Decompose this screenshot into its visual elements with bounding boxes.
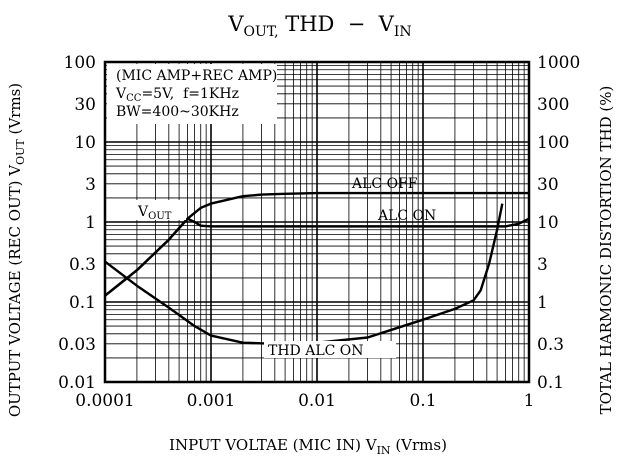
y-left-tick-label: 0.1 <box>69 293 96 313</box>
y-right-tick-labels: 1000 300 100 30 10 3 1 0.3 0.1 <box>537 53 580 393</box>
label-vout: VOUT <box>137 204 172 222</box>
title-sub: OUT, <box>244 24 279 40</box>
x-tick-label: 1 <box>524 391 535 411</box>
conditions-line-3: BW=400~30KHz <box>116 104 239 120</box>
vcc-rest: =5V, f=1KHz <box>141 86 239 102</box>
y-left-tick-label: 100 <box>64 53 96 73</box>
conditions-box: (MIC AMP+REC AMP) VCC=5V, f=1KHz BW=400~… <box>107 64 277 124</box>
series-group <box>104 191 530 345</box>
x-axis-label: INPUT VOLTAE (MIC IN) VIN (Vrms) <box>169 436 447 457</box>
x-tick-label: 0.0001 <box>75 391 134 411</box>
title-base: V <box>227 12 244 36</box>
y-left-tick-label: 0.3 <box>69 255 96 275</box>
x-tick-label: 0.001 <box>187 391 236 411</box>
y-left-tick-label: 30 <box>74 95 96 115</box>
y-left-tick-labels: 100 30 10 3 1 0.3 0.1 0.03 0.01 <box>58 53 96 393</box>
y-left-tick-label: 3 <box>85 175 96 195</box>
vout-sub: OUT <box>148 211 172 222</box>
vout-base: V <box>137 204 149 220</box>
conditions-box-bg <box>107 64 277 124</box>
xlabel-sub: IN <box>377 444 391 457</box>
y-left-axis-label: OUTPUT VOLTAGE (REC OUT) VOUT (Vrms) <box>6 83 27 417</box>
y-left-tick-label: 0.01 <box>58 373 96 393</box>
label-alc-off: ALC OFF <box>351 176 418 192</box>
vcc-sub: CC <box>126 93 142 104</box>
y-right-tick-label: 0.1 <box>537 373 564 393</box>
ylabel-left-sub: OUT <box>14 139 27 165</box>
y-right-tick-label: 30 <box>537 175 559 195</box>
conditions-line-1: (MIC AMP+REC AMP) <box>116 68 277 84</box>
chart-title: VOUT, THD − VIN <box>227 12 411 40</box>
thd-label-bg <box>264 341 396 358</box>
y-right-tick-label: 1000 <box>537 53 580 73</box>
conditions-line-2: VCC=5V, f=1KHz <box>115 86 239 104</box>
plot-frame <box>103 60 531 384</box>
vcc-base: V <box>115 86 127 102</box>
label-alc-on: ALC ON <box>377 208 436 224</box>
y-right-tick-label: 0.3 <box>537 335 564 355</box>
vout-label-bg <box>136 200 186 220</box>
label-thd-alc-on: THD ALC ON <box>268 343 364 359</box>
y-left-tick-label: 10 <box>74 133 96 153</box>
ylabel-left-rest: (Vrms) <box>6 83 24 139</box>
series-alc-on <box>104 217 530 297</box>
y-right-tick-label: 100 <box>537 133 569 153</box>
x-tick-label: 0.01 <box>298 391 336 411</box>
y-right-tick-label: 3 <box>537 255 548 275</box>
y-left-tick-label: 1 <box>85 213 96 233</box>
xlabel-base: INPUT VOLTAE (MIC IN) V <box>169 436 378 454</box>
x-tick-label: 0.1 <box>409 391 436 411</box>
title-sub2: IN <box>394 24 412 40</box>
x-tick-labels: 0.0001 0.001 0.01 0.1 1 <box>75 391 534 411</box>
y-right-axis-label: TOTAL HARMONIC DISTORTION THD (%) <box>597 86 615 415</box>
y-right-tick-label: 10 <box>537 213 559 233</box>
y-right-tick-label: 1 <box>537 293 548 313</box>
y-left-tick-label: 0.03 <box>58 335 96 355</box>
ylabel-left-base: OUTPUT VOLTAGE (REC OUT) V <box>6 164 24 417</box>
xlabel-rest: (Vrms) <box>391 436 447 454</box>
y-right-tick-label: 300 <box>537 95 569 115</box>
series-thd-alc-on <box>104 203 504 345</box>
title-rest: THD − V <box>279 12 395 36</box>
